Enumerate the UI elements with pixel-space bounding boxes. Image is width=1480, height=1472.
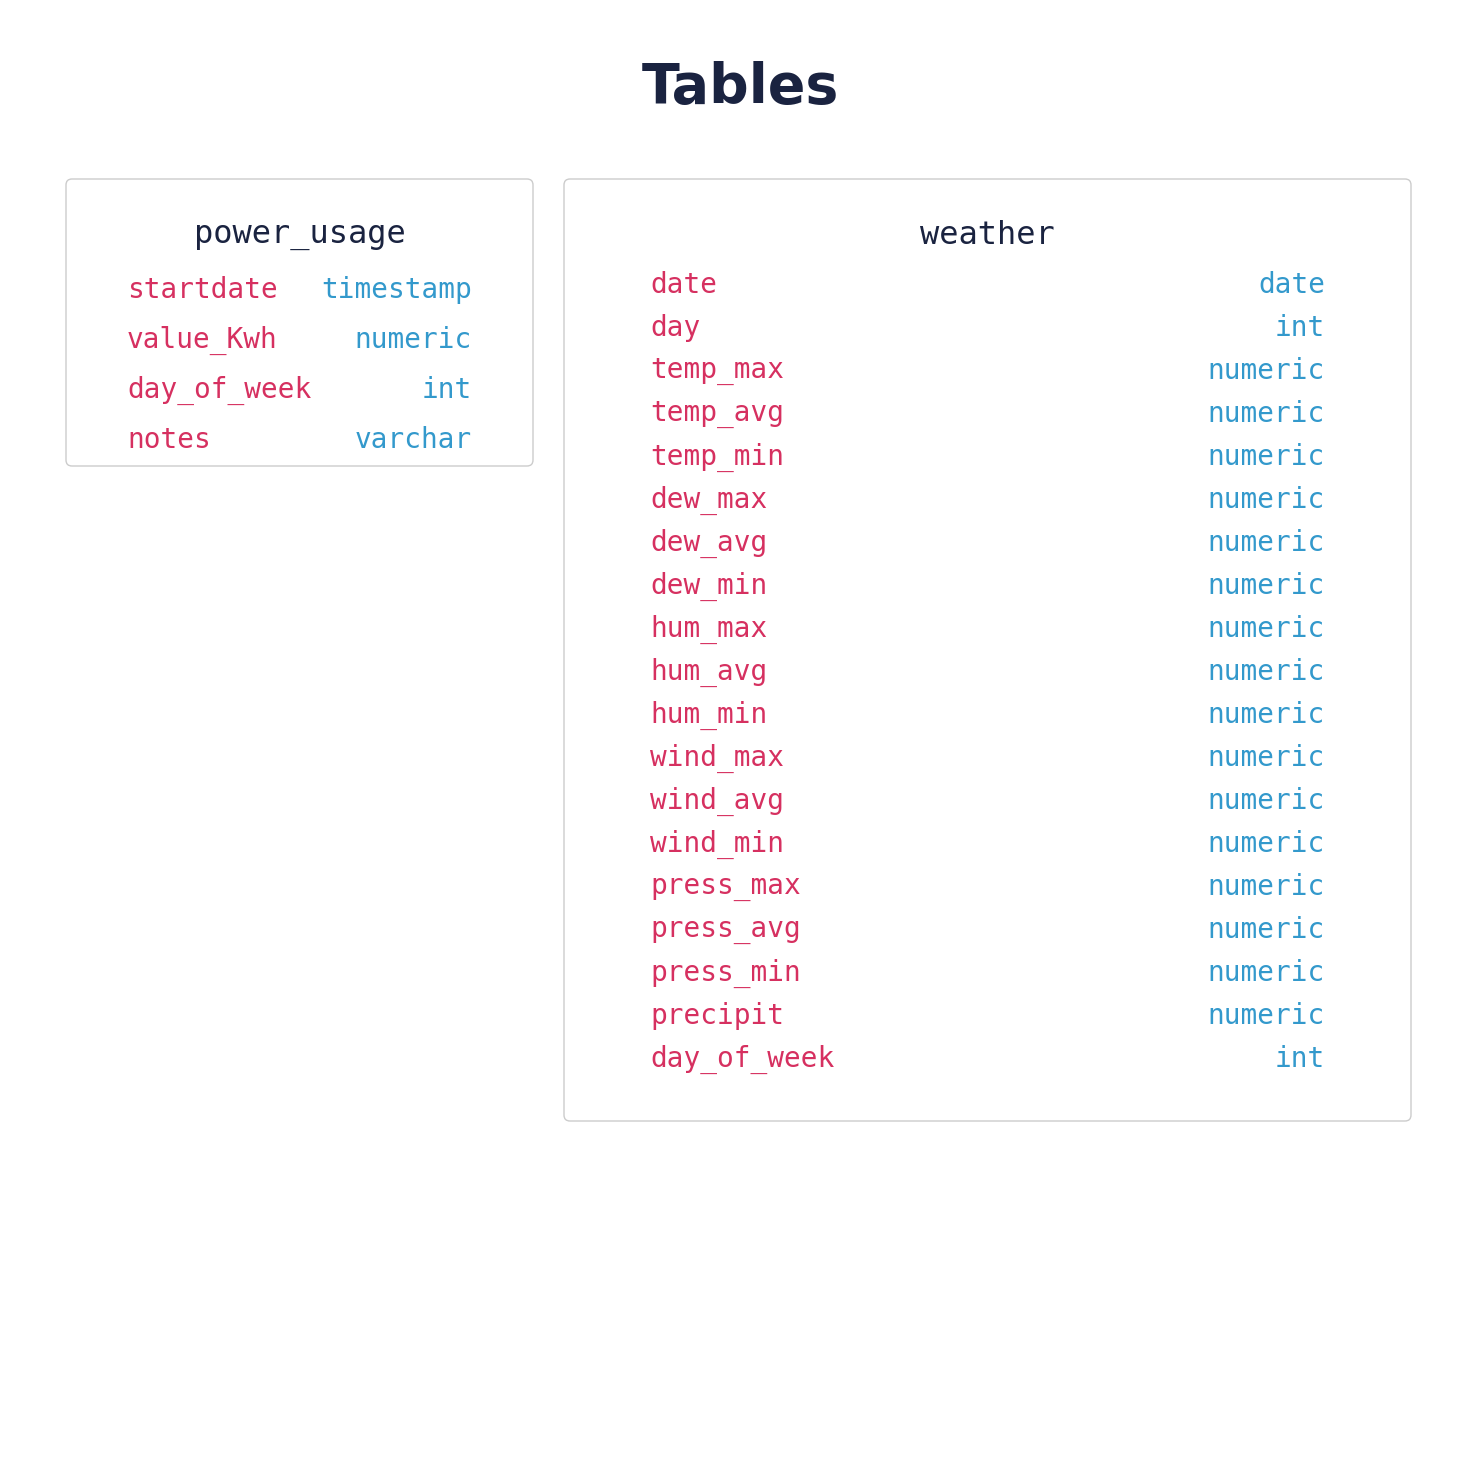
Text: hum_min: hum_min (650, 701, 767, 730)
Text: int: int (1274, 1045, 1325, 1073)
Text: dew_avg: dew_avg (650, 528, 767, 558)
Text: precipit: precipit (650, 1002, 784, 1030)
Text: day_of_week: day_of_week (127, 375, 311, 405)
Text: numeric: numeric (1208, 958, 1325, 988)
Text: numeric: numeric (1208, 528, 1325, 556)
Text: numeric: numeric (1208, 788, 1325, 815)
Text: varchar: varchar (355, 425, 472, 453)
Text: power_usage: power_usage (194, 219, 406, 250)
Text: numeric: numeric (1208, 916, 1325, 944)
Text: numeric: numeric (1208, 743, 1325, 771)
Text: wind_max: wind_max (650, 743, 784, 773)
Text: date: date (650, 271, 716, 299)
Text: numeric: numeric (1208, 615, 1325, 643)
Text: Tables: Tables (641, 60, 839, 115)
FancyBboxPatch shape (67, 180, 533, 467)
Text: numeric: numeric (1208, 486, 1325, 514)
Text: numeric: numeric (1208, 873, 1325, 901)
Text: numeric: numeric (355, 325, 472, 353)
Text: int: int (1274, 314, 1325, 342)
Text: weather: weather (921, 219, 1055, 250)
Text: numeric: numeric (1208, 701, 1325, 729)
Text: numeric: numeric (1208, 1002, 1325, 1030)
Text: numeric: numeric (1208, 358, 1325, 386)
Text: press_max: press_max (650, 873, 801, 901)
Text: value_Kwh: value_Kwh (127, 325, 278, 355)
Text: temp_avg: temp_avg (650, 400, 784, 428)
Text: hum_avg: hum_avg (650, 658, 767, 686)
Text: temp_min: temp_min (650, 443, 784, 471)
Text: temp_max: temp_max (650, 358, 784, 386)
Text: wind_avg: wind_avg (650, 786, 784, 815)
Text: wind_min: wind_min (650, 829, 784, 858)
Text: press_avg: press_avg (650, 916, 801, 944)
Text: day_of_week: day_of_week (650, 1045, 835, 1073)
Text: int: int (422, 375, 472, 403)
Text: dew_max: dew_max (650, 486, 767, 515)
Text: day: day (650, 314, 700, 342)
Text: numeric: numeric (1208, 400, 1325, 428)
Text: date: date (1258, 271, 1325, 299)
Text: startdate: startdate (127, 277, 278, 305)
FancyBboxPatch shape (564, 180, 1410, 1122)
Text: dew_min: dew_min (650, 571, 767, 601)
Text: numeric: numeric (1208, 658, 1325, 686)
Text: timestamp: timestamp (321, 277, 472, 305)
Text: numeric: numeric (1208, 830, 1325, 858)
Text: notes: notes (127, 425, 210, 453)
Text: press_min: press_min (650, 958, 801, 988)
Text: hum_max: hum_max (650, 614, 767, 643)
Text: numeric: numeric (1208, 573, 1325, 601)
Text: numeric: numeric (1208, 443, 1325, 471)
